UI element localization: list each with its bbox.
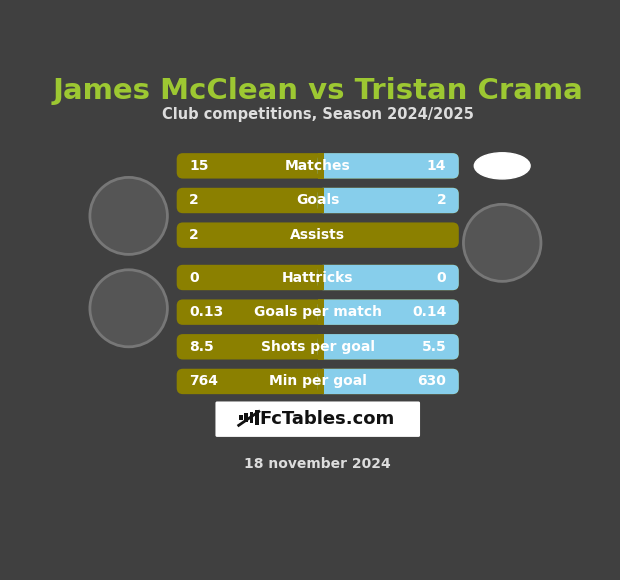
Text: 0: 0 bbox=[436, 270, 446, 285]
Bar bbox=[244, 414, 248, 422]
Text: 0.14: 0.14 bbox=[412, 305, 446, 319]
Text: Min per goal: Min per goal bbox=[269, 375, 366, 389]
Bar bbox=[317, 299, 324, 325]
Text: 18 november 2024: 18 november 2024 bbox=[244, 457, 391, 471]
Text: 2: 2 bbox=[436, 194, 446, 208]
FancyBboxPatch shape bbox=[317, 153, 459, 179]
FancyBboxPatch shape bbox=[177, 334, 459, 360]
Bar bbox=[317, 265, 324, 290]
Text: Goals per match: Goals per match bbox=[254, 305, 382, 319]
FancyBboxPatch shape bbox=[177, 153, 459, 179]
Circle shape bbox=[90, 270, 167, 347]
Text: James McClean vs Tristan Crama: James McClean vs Tristan Crama bbox=[52, 77, 583, 105]
Text: Shots per goal: Shots per goal bbox=[261, 340, 374, 354]
Bar bbox=[317, 369, 324, 394]
Text: 5.5: 5.5 bbox=[422, 340, 446, 354]
FancyBboxPatch shape bbox=[177, 223, 459, 248]
Text: 0: 0 bbox=[189, 270, 199, 285]
FancyBboxPatch shape bbox=[317, 265, 459, 290]
Bar bbox=[317, 153, 324, 179]
FancyBboxPatch shape bbox=[216, 401, 420, 437]
Text: 630: 630 bbox=[417, 375, 446, 389]
FancyBboxPatch shape bbox=[177, 369, 459, 394]
Bar bbox=[255, 410, 259, 425]
FancyBboxPatch shape bbox=[317, 369, 459, 394]
Text: FcTables.com: FcTables.com bbox=[259, 410, 395, 428]
FancyBboxPatch shape bbox=[177, 188, 459, 213]
Ellipse shape bbox=[474, 153, 530, 179]
Text: Matches: Matches bbox=[285, 159, 351, 173]
FancyBboxPatch shape bbox=[177, 265, 459, 290]
Text: Goals: Goals bbox=[296, 194, 339, 208]
FancyBboxPatch shape bbox=[177, 299, 459, 325]
Text: Hattricks: Hattricks bbox=[282, 270, 353, 285]
Bar bbox=[249, 412, 254, 423]
Text: 0.13: 0.13 bbox=[189, 305, 223, 319]
FancyBboxPatch shape bbox=[317, 299, 459, 325]
Text: Assists: Assists bbox=[290, 228, 345, 242]
Bar bbox=[317, 334, 324, 360]
Circle shape bbox=[90, 177, 167, 255]
Text: 14: 14 bbox=[427, 159, 446, 173]
Text: 2: 2 bbox=[189, 228, 199, 242]
Bar bbox=[317, 188, 324, 213]
Text: 15: 15 bbox=[189, 159, 208, 173]
Text: 764: 764 bbox=[189, 375, 218, 389]
FancyBboxPatch shape bbox=[317, 334, 459, 360]
FancyBboxPatch shape bbox=[317, 188, 459, 213]
Circle shape bbox=[463, 204, 541, 281]
Text: 8.5: 8.5 bbox=[189, 340, 214, 354]
Text: 2: 2 bbox=[189, 194, 199, 208]
Text: Club competitions, Season 2024/2025: Club competitions, Season 2024/2025 bbox=[162, 107, 474, 122]
Bar bbox=[239, 415, 242, 420]
